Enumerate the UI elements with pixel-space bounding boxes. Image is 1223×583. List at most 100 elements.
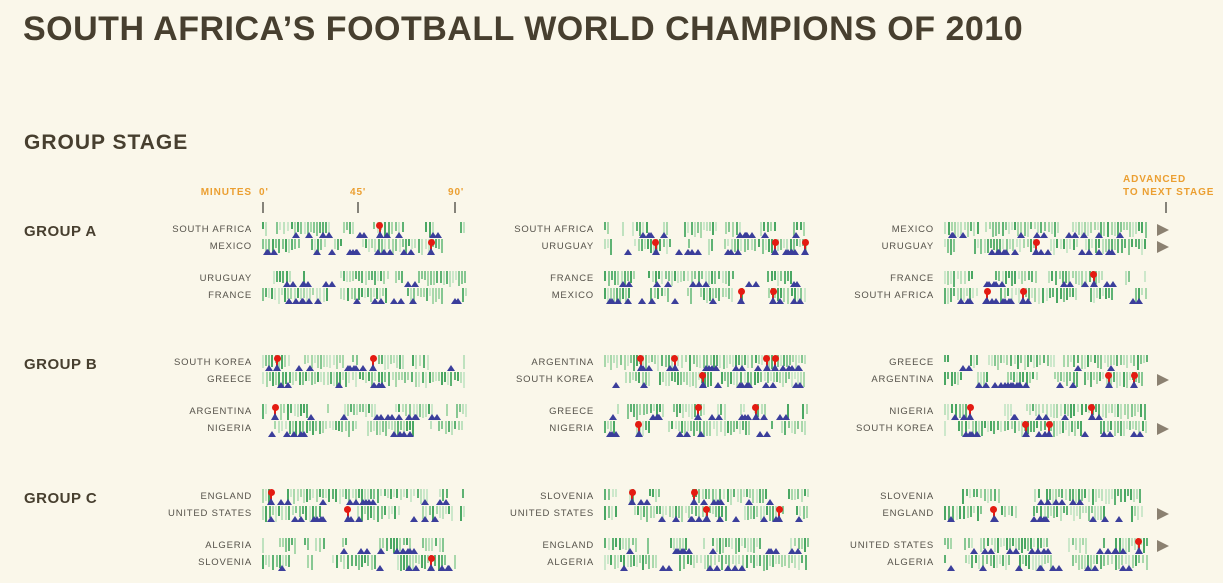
activity-bar — [435, 288, 437, 302]
activity-bar — [979, 239, 982, 255]
attempt-marker — [363, 548, 372, 554]
attempt-marker — [999, 249, 1008, 255]
activity-bar — [780, 271, 782, 282]
activity-bar — [1047, 355, 1050, 367]
activity-bar — [1011, 288, 1014, 300]
activity-bar — [459, 506, 462, 521]
activity-bar — [604, 239, 606, 250]
attempt-marker — [321, 281, 330, 287]
activity-bar — [801, 555, 804, 564]
attempt-marker — [352, 365, 361, 371]
activity-bar — [1066, 288, 1069, 300]
activity-bar — [446, 404, 449, 416]
activity-bar — [1110, 239, 1113, 251]
activity-bar — [763, 222, 766, 232]
activity-bar — [1101, 271, 1104, 280]
attempt-marker — [1059, 281, 1068, 287]
activity-bar — [655, 271, 658, 283]
activity-bar — [402, 489, 405, 498]
activity-bar — [950, 271, 952, 285]
attempt-marker — [624, 298, 633, 304]
activity-bar — [721, 555, 724, 571]
activity-bar — [388, 372, 390, 386]
activity-bar — [1098, 271, 1101, 283]
activity-bar — [604, 489, 606, 500]
attempt-marker — [1034, 431, 1043, 437]
activity-bar — [1056, 239, 1059, 248]
activity-bar — [752, 489, 755, 504]
activity-bar — [426, 355, 429, 371]
activity-bar — [286, 489, 289, 504]
activity-bar — [624, 271, 626, 285]
activity-bar — [324, 222, 327, 234]
activity-bar — [979, 489, 982, 498]
activity-bar — [613, 355, 615, 363]
activity-bar — [766, 555, 769, 570]
activity-bar — [377, 506, 380, 522]
activity-bar — [1145, 538, 1148, 547]
activity-bar — [1027, 271, 1030, 280]
attempt-marker — [648, 414, 657, 420]
activity-bar — [725, 538, 728, 548]
activity-bar — [1029, 372, 1032, 384]
activity-bar — [429, 288, 431, 297]
activity-bar — [288, 555, 290, 567]
activity-bar — [289, 489, 292, 498]
advance-arrow-icon — [1157, 241, 1169, 253]
activity-bar — [645, 506, 648, 522]
attempt-marker — [289, 431, 298, 437]
attempt-marker — [731, 565, 740, 571]
attempt-marker — [345, 499, 354, 505]
attempt-marker — [760, 232, 769, 238]
activity-bar — [746, 239, 749, 250]
attempt-marker — [605, 431, 614, 437]
activity-bar — [418, 271, 421, 284]
activity-bar — [1077, 404, 1080, 413]
activity-bar — [392, 239, 395, 255]
activity-bar — [641, 421, 644, 436]
activity-bar — [674, 506, 677, 517]
goal-stem — [1092, 276, 1095, 282]
activity-bar — [268, 355, 270, 368]
activity-bar — [1014, 506, 1017, 518]
attempt-marker — [1129, 431, 1138, 437]
activity-bar — [299, 372, 301, 386]
activity-bar — [728, 288, 730, 300]
activity-bar — [741, 421, 744, 430]
attempt-marker — [1022, 382, 1031, 388]
activity-bar — [806, 404, 809, 414]
activity-bar — [1075, 372, 1078, 387]
activity-bar — [703, 222, 706, 230]
goal-dot — [652, 239, 660, 246]
activity-bar — [672, 538, 675, 551]
activity-bar — [378, 355, 381, 364]
activity-bar — [376, 489, 379, 504]
activity-bar — [1128, 421, 1131, 431]
activity-bar — [1113, 239, 1116, 251]
activity-bar — [303, 288, 305, 298]
activity-bar — [1076, 239, 1079, 247]
activity-bar — [621, 271, 623, 287]
activity-bar — [983, 489, 986, 502]
activity-bar — [408, 555, 411, 571]
activity-bar — [1110, 222, 1113, 235]
goal-dot — [690, 489, 698, 496]
activity-bar — [1040, 222, 1043, 233]
activity-bar — [303, 538, 306, 546]
activity-bar — [1066, 239, 1069, 253]
activity-bar — [978, 421, 981, 437]
attempt-marker — [708, 548, 717, 554]
activity-bar — [794, 288, 797, 304]
activity-bar — [424, 222, 427, 233]
activity-bar — [668, 506, 671, 518]
activity-bar — [447, 372, 449, 385]
activity-bar — [780, 355, 782, 366]
activity-bar — [702, 421, 705, 436]
activity-bar — [294, 421, 297, 437]
activity-bar — [693, 404, 696, 417]
activity-bar — [268, 489, 270, 505]
group-label: GROUP C — [24, 490, 98, 507]
goal-stem — [639, 360, 642, 366]
attempt-marker — [1066, 281, 1075, 287]
activity-bar — [402, 555, 405, 570]
